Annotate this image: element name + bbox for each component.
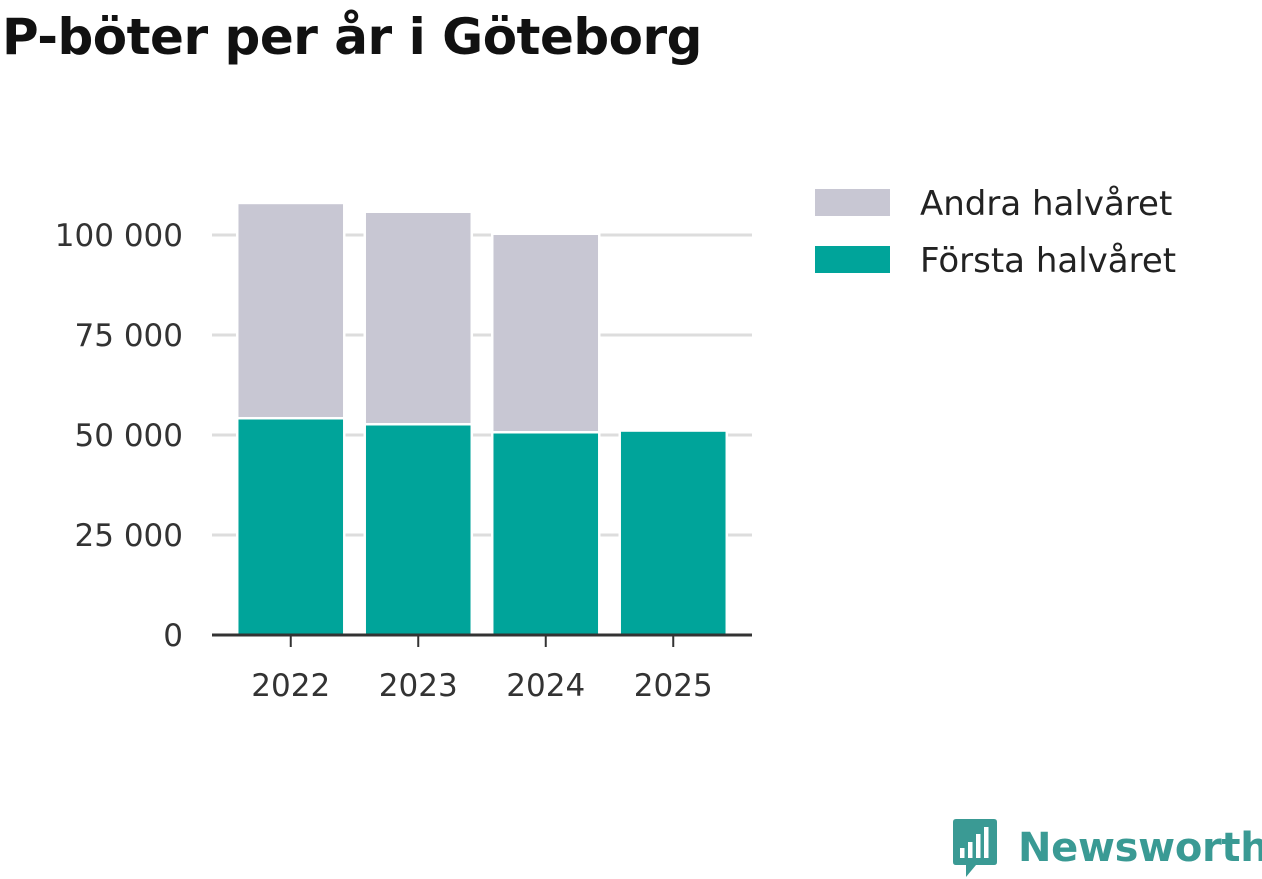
legend-swatch xyxy=(815,246,890,273)
y-tick-label: 0 xyxy=(163,618,183,654)
x-tick-label: 2023 xyxy=(379,668,458,704)
brand-name: Newsworthy xyxy=(1018,825,1262,871)
axes: 0 25 000 50 000 75 000 100 000 2022 2023 2024 20… xyxy=(55,218,752,704)
brand-logo: Newsworthy xyxy=(950,818,1262,878)
x-tick-label: 2022 xyxy=(251,668,330,704)
newsworthy-logo-icon xyxy=(953,819,997,877)
bar-2024-andra-halvåret xyxy=(490,232,601,434)
legend: Andra halvåret Första halvåret xyxy=(815,184,1176,281)
bar-2024-första-halvåret xyxy=(490,428,601,638)
y-tick-label: 50 000 xyxy=(75,418,183,454)
y-tick-label: 75 000 xyxy=(75,318,183,354)
chart-title: P-böter per år i Göteborg xyxy=(2,8,702,66)
y-tick-label: 100 000 xyxy=(55,218,183,254)
bar-2022-första-halvåret xyxy=(235,414,346,638)
legend-label: Första halvåret xyxy=(920,241,1176,281)
y-tick-label: 25 000 xyxy=(75,518,183,554)
legend-swatch xyxy=(815,189,890,216)
legend-label: Andra halvåret xyxy=(920,184,1172,224)
x-tick-label: 2024 xyxy=(506,668,585,704)
bar-2023-andra-halvåret xyxy=(363,210,474,426)
bar-2025-första-halvåret xyxy=(618,429,729,638)
bar-2022-andra-halvåret xyxy=(235,201,346,420)
bars xyxy=(235,201,729,638)
x-tick-label: 2025 xyxy=(634,668,713,704)
bar-2023-första-halvåret xyxy=(363,420,474,638)
